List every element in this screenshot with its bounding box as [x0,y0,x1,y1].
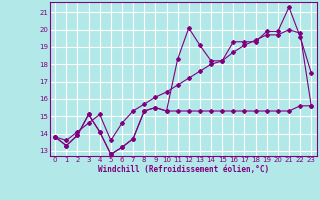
X-axis label: Windchill (Refroidissement éolien,°C): Windchill (Refroidissement éolien,°C) [98,165,269,174]
